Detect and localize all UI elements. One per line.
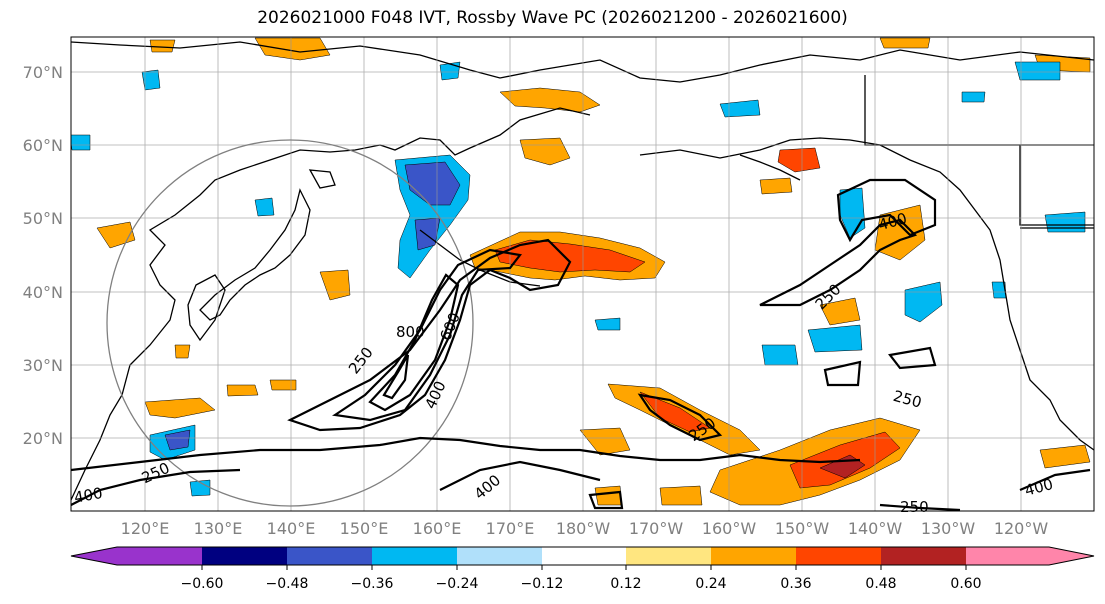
longitude-labels: 120°E 130°E 140°E 150°E 160°E 170°E 180°… [121,519,1049,538]
colorbar-segment [372,547,457,565]
map-title: 2026021000 F048 IVT, Rossby Wave PC (202… [257,8,848,28]
colorbar-segment [117,547,202,565]
colorbar-tick-label: 0.60 [950,576,981,592]
colorbar-segment [966,547,1049,565]
region-circle [106,139,474,507]
lat-label: 50°N [23,209,63,228]
colorbar-tick-label: −0.48 [266,576,309,592]
colorbar-extend-right [1049,547,1094,565]
colorbar-tick-label: 0.36 [780,576,811,592]
lat-label: 20°N [23,429,63,448]
colorbar-tick-label: −0.12 [521,576,564,592]
latitude-labels: 70°N 60°N 50°N 40°N 30°N 20°N [23,63,63,448]
lat-label: 40°N [23,283,63,302]
colorbar [70,546,1095,566]
lon-label: 160°W [702,519,757,538]
ivt-label: 400 [73,484,104,507]
lon-label: 140°W [848,519,903,538]
colorbar-segment [796,547,881,565]
lon-label: 130°E [194,519,243,538]
ivt-label: 800 [396,323,425,341]
colorbar-outline [70,546,1095,566]
lat-label: 70°N [23,63,63,82]
ivt-label: 250 [900,498,929,516]
lon-label: 180°W [556,519,611,538]
lon-label: 120°E [121,519,170,538]
lat-label: 30°N [23,356,63,375]
colorbar-segment [881,547,966,565]
colorbar-tick-label: −0.24 [436,576,479,592]
ivt-contours [71,178,1091,511]
lon-label: 140°E [267,519,316,538]
lon-label: 150°W [775,519,830,538]
colorbar-tick-label: −0.36 [351,576,394,592]
colorbar-tick-label: 0.12 [610,576,641,592]
colorbar-segment [202,547,287,565]
colorbar-tick-label: 0.48 [865,576,896,592]
colorbar-tick-labels: −0.60 −0.48 −0.36 −0.24 −0.12 0.12 0.24 … [181,576,982,592]
colorbar-segment [711,547,796,565]
colorbar-segment [542,547,626,565]
lon-label: 120°W [994,519,1049,538]
lon-label: 160°E [413,519,462,538]
lon-label: 170°W [629,519,684,538]
lon-label: 150°E [340,519,389,538]
colorbar-segment [457,547,542,565]
map-frame [70,36,1095,512]
colorbar-segment [287,547,372,565]
colorbar-extend-left [71,547,117,565]
colorbar-tick-label: 0.24 [695,576,726,592]
colorbar-segment [626,547,711,565]
colorbar-ticks [201,565,967,570]
colorbar-tick-label: −0.60 [181,576,224,592]
lat-label: 60°N [23,136,63,155]
lon-label: 170°E [486,519,535,538]
lon-label: 130°W [921,519,976,538]
